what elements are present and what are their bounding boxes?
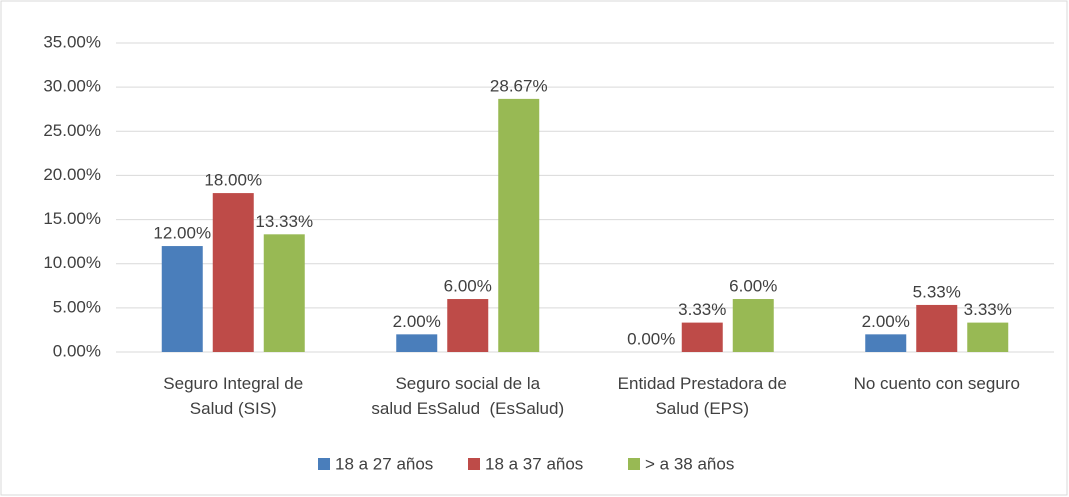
bar: [498, 98, 540, 352]
x-tick-label: Seguro social de la salud EsSalud (EsSal…: [371, 374, 565, 418]
legend-swatch: [628, 458, 640, 470]
bar: [263, 234, 305, 352]
bar: [396, 334, 438, 352]
bar: [447, 299, 489, 352]
data-label: 28.67%: [490, 76, 548, 95]
data-label: 2.00%: [393, 312, 441, 331]
y-tick-label: 15.00%: [43, 209, 101, 228]
bar: [967, 322, 1009, 352]
y-tick-label: 0.00%: [53, 341, 101, 360]
x-tick-label: Seguro Integral de Salud (SIS): [163, 374, 304, 418]
data-label: 12.00%: [153, 224, 211, 243]
data-label: 6.00%: [729, 277, 777, 296]
bar: [161, 246, 203, 352]
data-label: 3.33%: [964, 300, 1012, 319]
data-label: 0.00%: [627, 329, 675, 348]
data-label: 13.33%: [255, 212, 313, 231]
legend-label: > a 38 años: [645, 454, 734, 473]
y-tick-label: 35.00%: [43, 32, 101, 51]
data-label: 18.00%: [204, 171, 262, 190]
legend-label: 18 a 37 años: [485, 454, 583, 473]
data-label: 3.33%: [678, 300, 726, 319]
bar: [212, 193, 254, 352]
legend-swatch: [468, 458, 480, 470]
x-tick-label: No cuento con seguro: [853, 374, 1020, 393]
legend-swatch: [318, 458, 330, 470]
y-tick-label: 25.00%: [43, 121, 101, 140]
y-tick-label: 5.00%: [53, 297, 101, 316]
y-tick-label: 10.00%: [43, 253, 101, 272]
y-tick-label: 20.00%: [43, 165, 101, 184]
data-label: 2.00%: [862, 312, 910, 331]
data-label: 5.33%: [913, 282, 961, 301]
legend-label: 18 a 27 años: [335, 454, 433, 473]
bar: [732, 299, 774, 352]
bar: [681, 322, 723, 352]
data-label: 6.00%: [444, 277, 492, 296]
bar: [865, 334, 907, 352]
y-tick-label: 30.00%: [43, 77, 101, 96]
bar: [916, 304, 958, 352]
x-tick-label: Entidad Prestadora de Salud (EPS): [617, 374, 787, 418]
